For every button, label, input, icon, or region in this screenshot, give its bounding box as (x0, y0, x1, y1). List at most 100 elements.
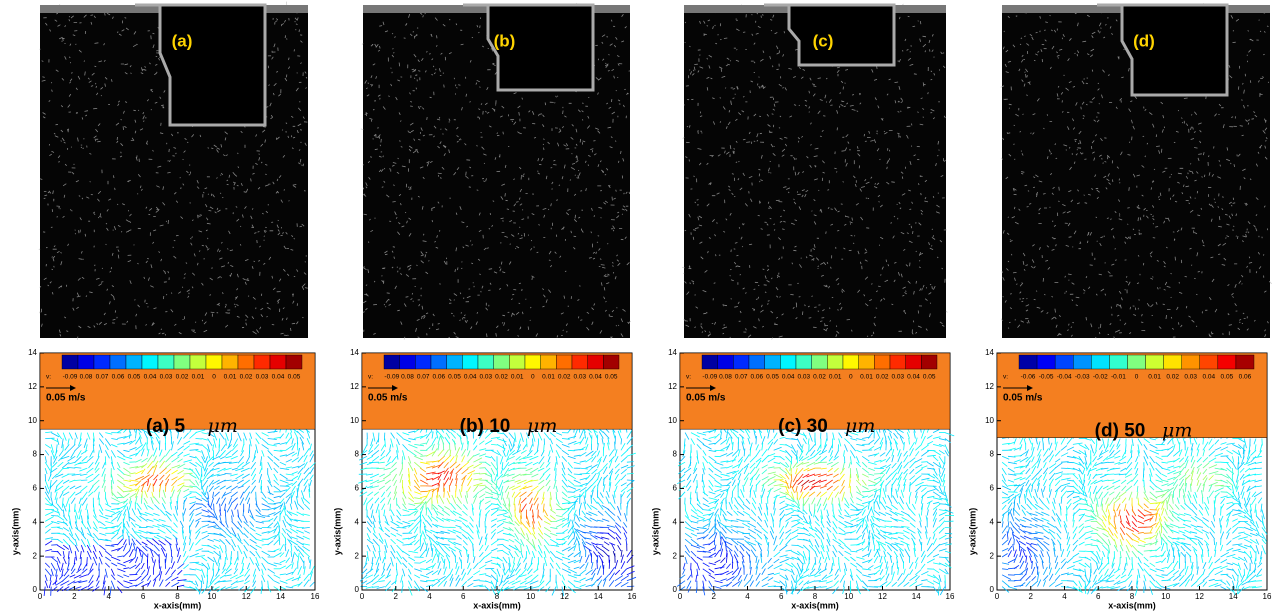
velocity-vector (196, 439, 202, 440)
x-tick-label: 4 (427, 592, 432, 601)
x-tick-label: 6 (461, 592, 466, 601)
colorbar-label: 0.03 (256, 374, 269, 381)
colorbar-swatch (733, 355, 749, 369)
x-tick-label: 12 (878, 592, 887, 601)
velocity-vector (627, 586, 634, 587)
x-tick-label: 4 (745, 592, 750, 601)
velocity-vector (945, 575, 946, 584)
y-tick-label: 14 (668, 348, 677, 357)
photo-label: (b) (494, 31, 516, 50)
colorbar-label: 0.02 (558, 374, 571, 381)
colorbar-swatch (702, 355, 718, 369)
y-tick-label: 4 (33, 517, 38, 526)
x-tick-label: 16 (946, 592, 955, 601)
y-tick-label: 6 (673, 484, 678, 493)
y-tick-label: 8 (355, 450, 360, 459)
velocity-vector (884, 521, 892, 522)
x-tick-label: 10 (207, 592, 216, 601)
colorbar-swatch (478, 355, 494, 369)
colorbar-swatch (78, 355, 94, 369)
x-tick-label: 0 (38, 592, 43, 601)
colorbar-swatch (222, 355, 238, 369)
colorbar-swatch (415, 355, 431, 369)
colorbar-label: 0.01 (542, 374, 555, 381)
y-tick-label: 4 (673, 517, 678, 526)
velocity-vector (874, 474, 883, 475)
colorbar-label: 0.05 (288, 374, 301, 381)
velocity-vector (814, 581, 821, 582)
velocity-vector (1162, 575, 1168, 576)
colorbar-swatch (541, 355, 557, 369)
x-tick-label: 16 (311, 592, 320, 601)
x-axis-label: x-axis(mm) (154, 600, 202, 610)
velocity-vector (1221, 506, 1222, 515)
velocity-vector (874, 468, 884, 469)
colorbar-label: 0.03 (574, 374, 587, 381)
colorbar-label: 0.08 (80, 374, 93, 381)
velocity-vector (1067, 581, 1073, 582)
velocity-vector (697, 480, 698, 488)
colorbar-swatch (158, 355, 174, 369)
colorbar-label: 0.02 (495, 374, 508, 381)
colorbar-label: -0.09 (702, 374, 717, 381)
velocity-vector (945, 533, 952, 534)
velocity-vector (262, 527, 272, 528)
colorbar-label: 0.01 (511, 374, 524, 381)
colorbar-label: 0.01 (829, 374, 842, 381)
x-tick-label: 14 (594, 592, 603, 601)
scale-label: 0.05 m/s (686, 393, 726, 404)
colorbar-swatch (254, 355, 270, 369)
colorbar-label: 0.05 (448, 374, 461, 381)
colorbar-swatch (238, 355, 254, 369)
panel-unit: μm (527, 415, 557, 437)
velocity-vector (105, 456, 106, 465)
velocity-vector (449, 485, 450, 492)
colorbar-swatch (431, 355, 447, 369)
colorbar-label: 0.08 (401, 374, 414, 381)
colorbar-label: 0.05 (605, 374, 618, 381)
velocity-vector (105, 492, 106, 500)
colorbar-swatch (174, 355, 190, 369)
velocity-vector (256, 492, 257, 501)
colorbar-swatch (780, 355, 796, 369)
velocity-vector (1202, 497, 1203, 504)
colorbar-label: -0.09 (63, 374, 78, 381)
velocity-vector (51, 587, 52, 596)
velocity-vector (721, 485, 730, 486)
y-tick-label: 10 (28, 416, 37, 425)
colorbar-swatch (906, 355, 922, 369)
y-tick-label: 14 (28, 348, 37, 357)
velocity-vector (75, 480, 82, 481)
colorbar-label: 0.04 (907, 374, 920, 381)
velocity-label: v: (46, 374, 51, 381)
velocity-vector (1221, 456, 1229, 457)
colorbar-label: 0.03 (892, 374, 905, 381)
colorbar-swatch (827, 355, 843, 369)
velocity-vector (1178, 527, 1185, 528)
colorbar-swatch (62, 355, 78, 369)
velocity-vector (600, 533, 609, 534)
velocity-vector (568, 450, 575, 451)
velocity-label: v: (368, 374, 373, 381)
velocity-vector (378, 433, 379, 443)
y-tick-label: 6 (355, 484, 360, 493)
x-tick-label: 2 (712, 592, 717, 601)
colorbar-swatch (509, 355, 525, 369)
y-tick-label: 2 (673, 551, 678, 560)
y-axis-label: y-axis(mm) (332, 508, 342, 556)
colorbar-label: 0.04 (272, 374, 285, 381)
colorbar-swatch (286, 355, 302, 369)
colorbar-swatch (142, 355, 158, 369)
velocity-vector (1067, 462, 1073, 463)
x-tick-label: 4 (107, 592, 112, 601)
x-tick-label: 6 (141, 592, 146, 601)
colorbar-swatch (447, 355, 463, 369)
x-tick-label: 2 (72, 592, 77, 601)
colorbar-label: 0.06 (112, 374, 125, 381)
x-axis-label: x-axis(mm) (473, 600, 521, 610)
panel-title: (a) 5 (146, 416, 186, 437)
colorbar-swatch (400, 355, 416, 369)
colorbar-swatch (525, 355, 541, 369)
x-tick-label: 2 (394, 592, 399, 601)
